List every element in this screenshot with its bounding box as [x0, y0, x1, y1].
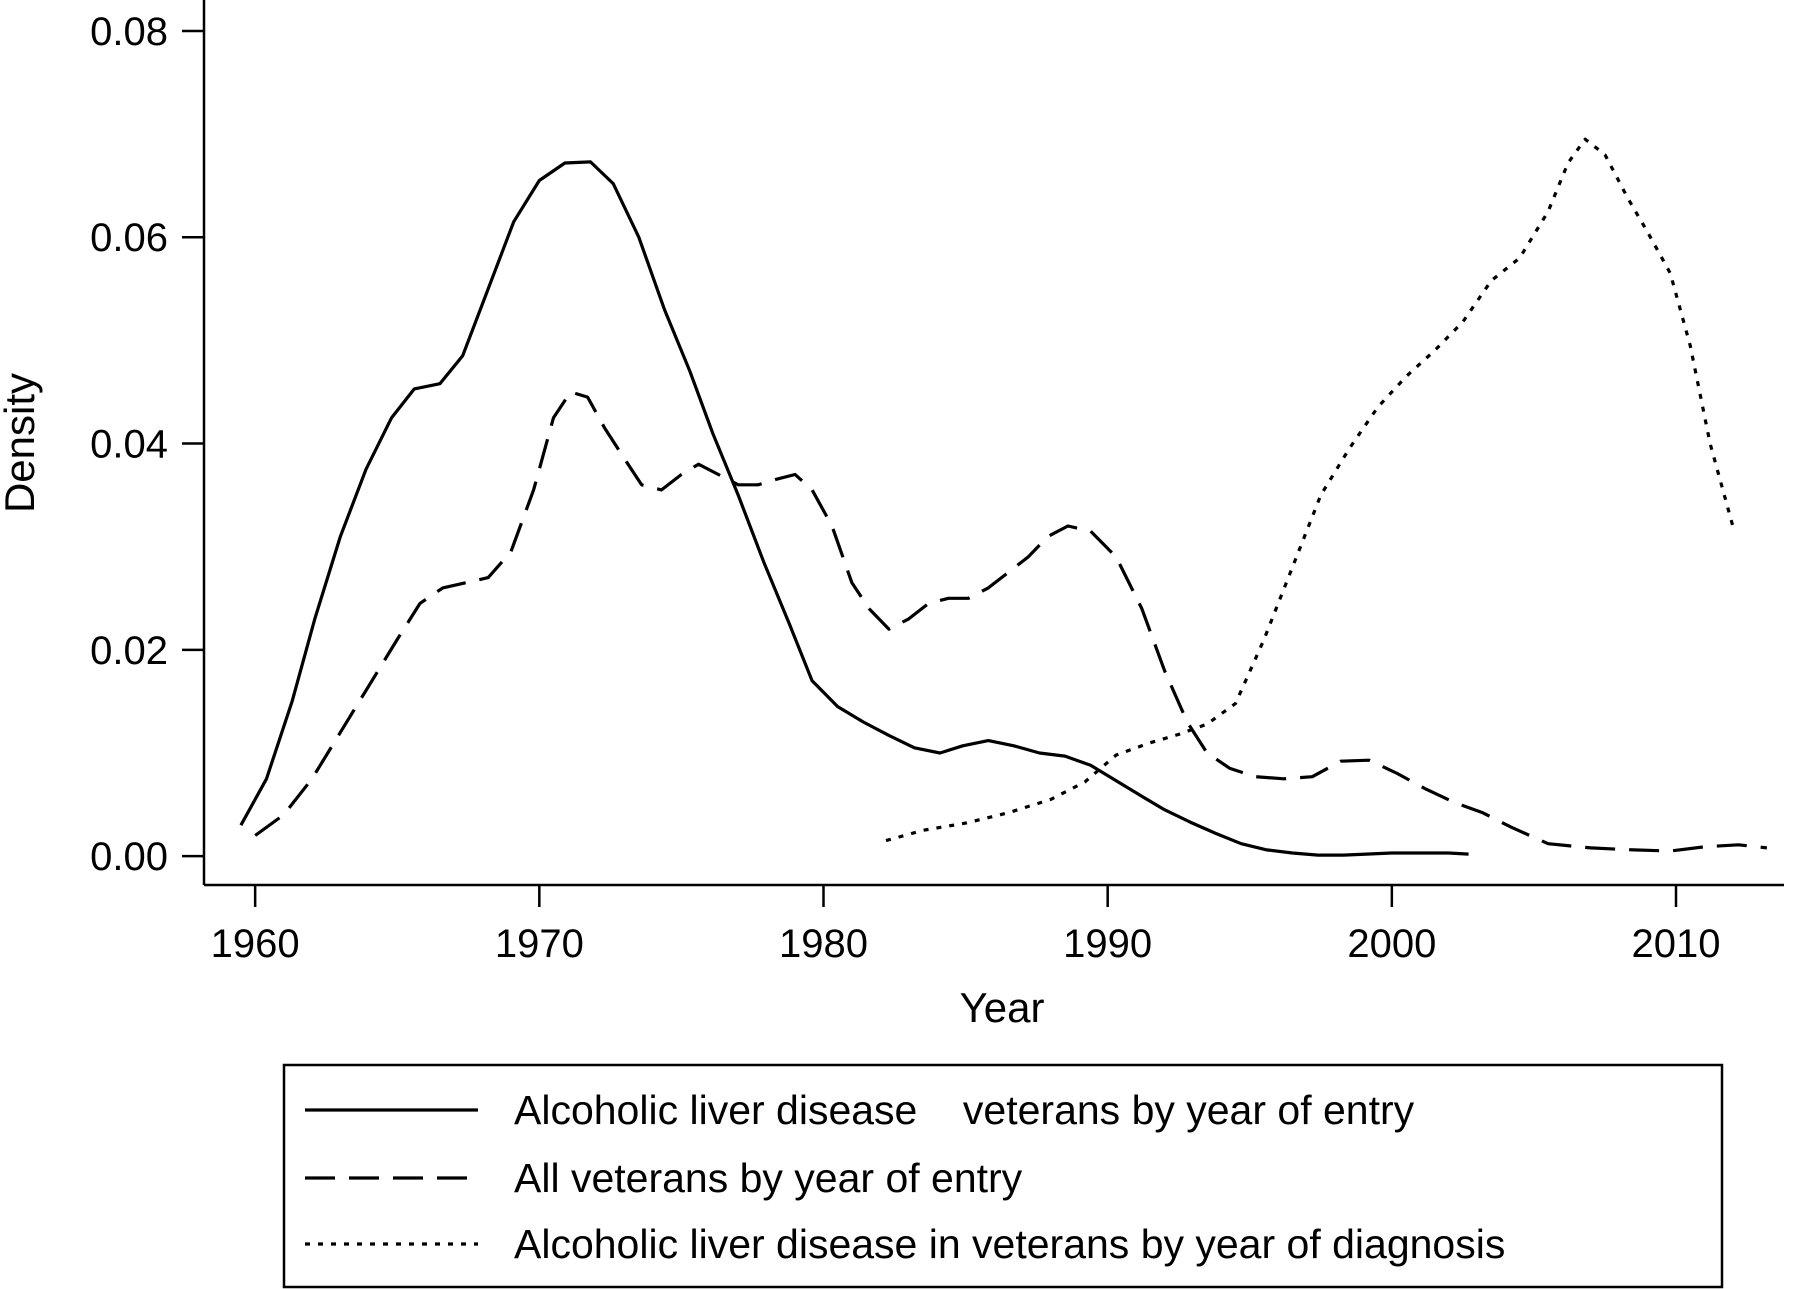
legend-label: All veterans by year of entry [514, 1155, 1023, 1201]
legend-label: Alcoholic liver disease veterans by year… [514, 1087, 1415, 1133]
series-layer [239, 137, 1768, 857]
x-tick-label: 2000 [1347, 922, 1436, 966]
x-axis-title: Year [960, 984, 1045, 1031]
y-axis-title: Density [0, 373, 43, 513]
legend-box [282, 1063, 1724, 1289]
x-tick-label: 1970 [495, 922, 584, 966]
legend-label: Alcoholic liver disease in veterans by y… [514, 1221, 1505, 1267]
x-tick-label: 1990 [1063, 922, 1152, 966]
y-tick-label: 0.00 [90, 835, 168, 879]
series-line-dotted [885, 137, 1735, 843]
y-tick-label: 0.06 [90, 216, 168, 260]
y-tick-label: 0.08 [90, 10, 168, 54]
x-tick-label: 1980 [779, 922, 868, 966]
y-tick-label: 0.04 [90, 423, 168, 467]
y-ticks: 0.00 0.02 0.04 0.06 0.08 [90, 10, 204, 879]
x-tick-label: 1960 [211, 922, 300, 966]
y-tick-label: 0.02 [90, 629, 168, 673]
legend: Alcoholic liver disease veterans by year… [282, 1063, 1724, 1289]
series-line-dashed [254, 390, 1768, 853]
series-line-solid [239, 160, 1469, 857]
x-tick-label: 2010 [1632, 922, 1721, 966]
x-ticks: 1960 1970 1980 1990 2000 2010 [211, 885, 1721, 966]
